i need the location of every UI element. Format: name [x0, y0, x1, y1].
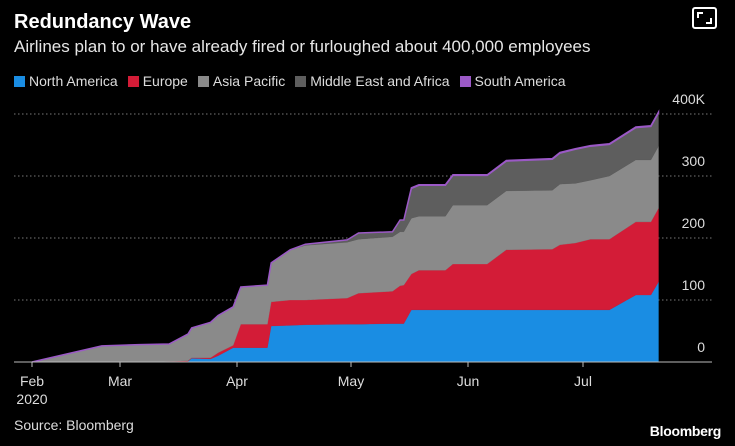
- y-tick-label: 300: [682, 153, 706, 169]
- expand-icon[interactable]: [692, 7, 717, 29]
- y-tick-label: 400K: [672, 91, 705, 107]
- legend-swatch: [127, 75, 139, 87]
- x-tick-label: Jul: [574, 373, 592, 389]
- chart-title: Redundancy Wave: [14, 11, 192, 33]
- legend-swatch: [197, 75, 209, 87]
- x-tick-label: Jun: [457, 373, 480, 389]
- legend-item-south-america: South America: [459, 73, 566, 89]
- y-tick-label: 100: [682, 277, 706, 293]
- legend-label: Europe: [142, 73, 188, 89]
- bloomberg-logo: Bloomberg: [649, 423, 722, 439]
- legend-swatch: [14, 75, 25, 87]
- legend-label: Middle East and Africa: [310, 73, 450, 89]
- legend-swatch: [295, 75, 307, 87]
- legend-label: South America: [474, 73, 566, 89]
- legend-label: North America: [29, 73, 118, 89]
- y-tick-label: 0: [697, 339, 705, 355]
- legend-item-middle-east-africa: Middle East and Africa: [295, 73, 450, 89]
- x-tick-label: Apr: [226, 373, 248, 389]
- legend-item-europe: Europe: [127, 73, 188, 89]
- x-tick-sublabel: 2020: [16, 391, 47, 407]
- x-tick-label: May: [338, 373, 364, 389]
- area-south-america: [31, 109, 660, 363]
- y-tick-label: 200: [682, 215, 706, 231]
- legend-swatch: [459, 75, 471, 87]
- x-tick-label: Mar: [108, 373, 132, 389]
- legend-item-north-america: North America: [14, 73, 118, 89]
- legend-item-asia-pacific: Asia Pacific: [197, 73, 286, 89]
- source-note: Source: Bloomberg: [14, 417, 134, 433]
- chart-subtitle: Airlines plan to or have already fired o…: [14, 37, 591, 56]
- legend-label: Asia Pacific: [212, 73, 286, 89]
- x-tick-label: Feb: [20, 373, 44, 389]
- legend: North America Europe Asia Pacific Middle…: [14, 73, 566, 89]
